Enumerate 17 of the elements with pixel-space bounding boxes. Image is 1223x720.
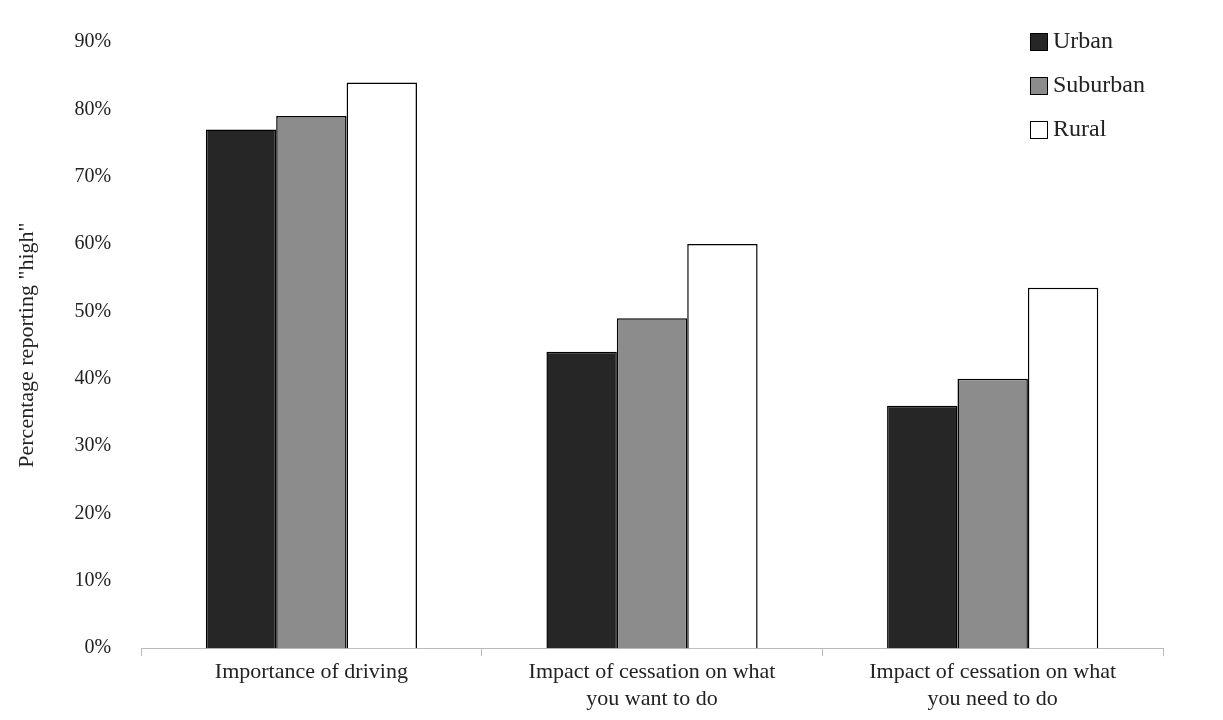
y-tick-label: 50% (74, 298, 112, 321)
y-tick-label: 30% (74, 433, 112, 456)
legend-label: Urban (1053, 27, 1113, 54)
x-tick-label: Importance of driving (214, 658, 408, 684)
y-axis-title: Percentage reporting "high" (12, 222, 38, 468)
x-tick-label: Impact of cessation on what you need to do (869, 658, 1117, 710)
y-tick-label: 70% (74, 163, 112, 186)
y-tick-label: 20% (74, 500, 112, 523)
y-tick-label: 90% (74, 29, 112, 52)
y-tick-label: 80% (74, 96, 112, 119)
y-tick-label: 60% (74, 231, 112, 254)
y-tick-label: 40% (74, 366, 112, 389)
legend-label: Suburban (1053, 71, 1146, 98)
y-tick-label: 10% (74, 568, 112, 591)
y-tick-label: 0% (84, 635, 112, 658)
x-tick-label: Impact of cessation on what you want to do (528, 658, 776, 710)
legend-label: Rural (1053, 115, 1107, 142)
